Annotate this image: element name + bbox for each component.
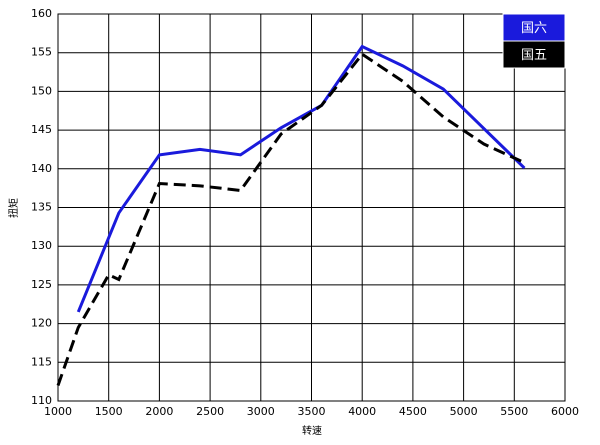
y-tick-label: 110 <box>31 394 52 407</box>
x-axis-label: 转速 <box>302 424 322 437</box>
y-tick-label: 155 <box>31 46 52 59</box>
legend-box <box>502 40 566 69</box>
y-tick-label: 150 <box>31 84 52 97</box>
legend-label: 国六 <box>521 21 547 36</box>
y-tick-label: 130 <box>31 239 52 252</box>
x-tick-label: 5000 <box>450 405 478 418</box>
x-tick-label: 1000 <box>44 405 72 418</box>
y-tick-label: 125 <box>31 278 52 291</box>
y-tick-label: 145 <box>31 123 52 136</box>
x-tick-label: 5500 <box>500 405 528 418</box>
y-tick-label: 135 <box>31 201 52 214</box>
x-tick-label: 2000 <box>145 405 173 418</box>
x-tick-label: 1500 <box>95 405 123 418</box>
y-tick-label: 120 <box>31 317 52 330</box>
legend-box <box>502 13 566 42</box>
legend-label: 国五 <box>521 48 547 63</box>
x-tick-label: 3500 <box>298 405 326 418</box>
x-tick-label: 2500 <box>196 405 224 418</box>
x-tick-label: 4500 <box>399 405 427 418</box>
x-tick-label: 3000 <box>247 405 275 418</box>
y-axis-label: 扭矩 <box>7 198 20 218</box>
x-tick-label: 4000 <box>348 405 376 418</box>
series-line <box>56 52 526 387</box>
x-tick-label: 6000 <box>551 405 579 418</box>
y-tick-label: 140 <box>31 162 52 175</box>
y-tick-label: 160 <box>31 7 52 20</box>
series-line <box>76 44 526 313</box>
y-tick-label: 115 <box>31 355 52 368</box>
